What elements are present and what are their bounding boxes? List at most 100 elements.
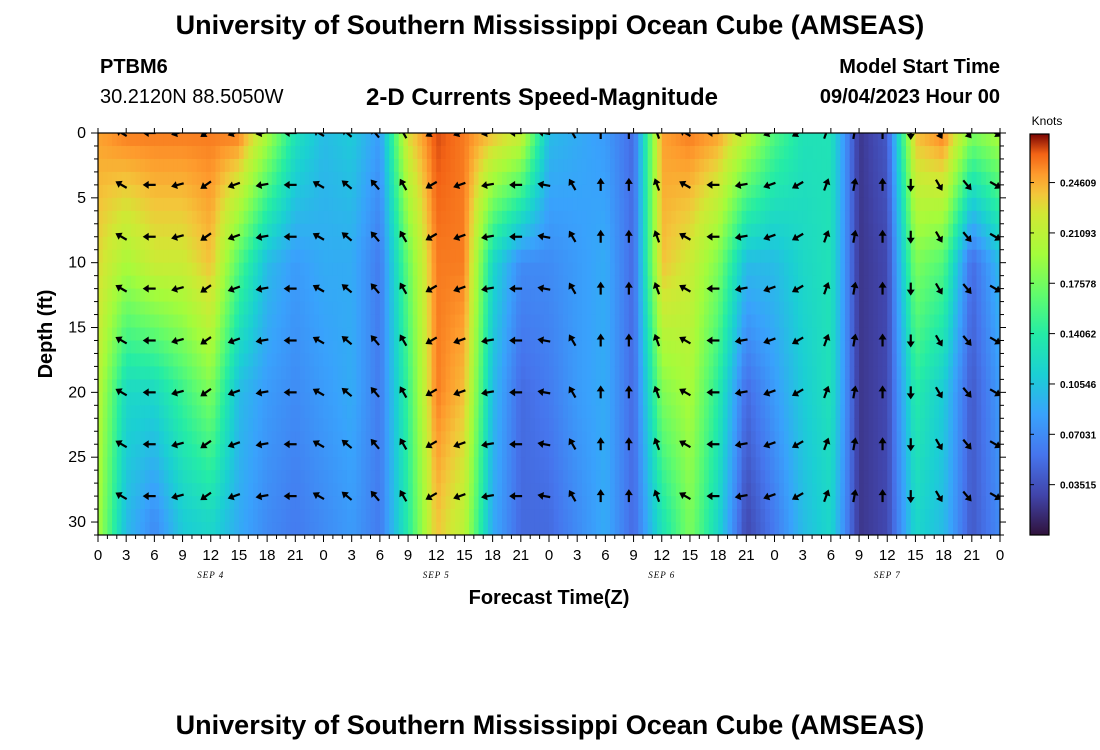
heatmap-cell (760, 262, 766, 277)
heatmap-cell (130, 236, 137, 251)
heatmap-cell (210, 301, 217, 316)
heatmap-cell (469, 522, 475, 535)
heatmap-cell (98, 197, 104, 212)
heatmap-cell (741, 418, 747, 432)
heatmap-cell (840, 496, 846, 510)
heatmap-cell (436, 392, 442, 406)
heatmap-cell (765, 133, 771, 147)
heatmap-cell (163, 431, 170, 445)
heatmap-cell (342, 249, 348, 264)
heatmap-cell (323, 379, 329, 393)
heatmap-cell (290, 288, 296, 303)
heatmap-cell (520, 470, 527, 484)
heatmap-cell (393, 444, 400, 458)
heatmap-cell (797, 353, 804, 368)
heatmap-cell (600, 314, 606, 329)
heatmap-cell (238, 418, 245, 432)
heatmap-cell (398, 431, 404, 445)
heatmap-cell (769, 418, 776, 432)
heatmap-cell (130, 470, 137, 484)
heatmap-cell (614, 418, 621, 432)
heatmap-cell (356, 158, 362, 173)
heatmap-cell (332, 223, 339, 238)
heatmap-cell (379, 522, 386, 535)
heatmap-cell (445, 133, 451, 147)
heatmap-cell (271, 184, 278, 199)
heatmap-cell (290, 262, 296, 277)
heatmap-cell (741, 444, 747, 458)
heatmap-cell (577, 392, 583, 406)
heatmap-cell (802, 158, 808, 173)
heatmap-cell (751, 210, 757, 225)
heatmap-cell (539, 145, 545, 160)
heatmap-cell (699, 327, 705, 342)
heatmap-cell (525, 275, 531, 290)
heatmap-cell (121, 210, 127, 225)
heatmap-cell (614, 457, 621, 471)
heatmap-cell (689, 483, 696, 497)
heatmap-cell (591, 509, 597, 523)
heatmap-cell (412, 483, 419, 497)
heatmap-cell (262, 340, 268, 355)
heatmap-cell (393, 249, 400, 264)
heatmap-cell (793, 522, 799, 535)
heatmap-cell (699, 223, 705, 238)
heatmap-cell (229, 444, 235, 458)
heatmap-cell (685, 327, 691, 342)
heatmap-cell (534, 158, 541, 173)
heatmap-cell (610, 405, 616, 419)
heatmap-cell (356, 301, 362, 316)
heatmap-cell (370, 340, 376, 355)
heatmap-cell (332, 431, 339, 445)
heatmap-cell (544, 158, 550, 173)
heatmap-cell (544, 470, 550, 484)
heatmap-cell (502, 522, 508, 535)
heatmap-cell (459, 431, 466, 445)
heatmap-cell (206, 379, 212, 393)
heatmap-cell (102, 353, 108, 368)
heatmap-cell (821, 184, 827, 199)
heatmap-cell (492, 470, 498, 484)
heatmap-cell (436, 327, 442, 342)
heatmap-cell (417, 327, 423, 342)
heatmap-cell (154, 366, 160, 380)
heatmap-cell (332, 366, 339, 380)
heatmap-cell (187, 457, 193, 471)
heatmap-cell (549, 418, 555, 432)
heatmap-cell (126, 158, 132, 173)
heatmap-cell (483, 184, 489, 199)
heatmap-cell (144, 262, 151, 277)
heatmap-cell (591, 133, 597, 147)
heatmap-cell (375, 379, 381, 393)
heatmap-cell (675, 522, 682, 535)
heatmap-cell (567, 483, 574, 497)
heatmap-cell (765, 145, 771, 160)
heatmap-cell (234, 314, 240, 329)
heatmap-cell (365, 262, 372, 277)
heatmap-cell (581, 509, 588, 523)
heatmap-cell (459, 327, 466, 342)
heatmap-cell (783, 262, 790, 277)
heatmap-cell (755, 184, 762, 199)
heatmap-cell (666, 353, 672, 368)
heatmap-cell (694, 353, 700, 368)
heatmap-cell (224, 327, 231, 342)
heatmap-cell (98, 223, 104, 238)
heatmap-cell (318, 353, 325, 368)
heatmap-cell (544, 223, 550, 238)
heatmap-cell (163, 145, 170, 160)
heatmap-cell (581, 340, 588, 355)
heatmap-cell (689, 236, 696, 251)
heatmap-cell (816, 392, 823, 406)
heatmap-cell (229, 327, 235, 342)
heatmap-cell (835, 327, 841, 342)
heatmap-cell (182, 236, 188, 251)
heatmap-cell (393, 158, 400, 173)
heatmap-cell (563, 314, 569, 329)
heatmap-cell (107, 262, 113, 277)
heatmap-cell (215, 301, 221, 316)
heatmap-cell (797, 496, 804, 510)
heatmap-cell (431, 444, 437, 458)
heatmap-cell (671, 379, 677, 393)
heatmap-cell (544, 314, 550, 329)
